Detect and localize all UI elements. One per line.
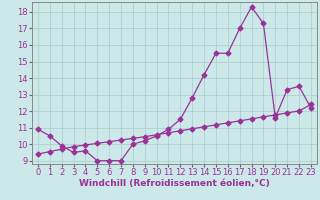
X-axis label: Windchill (Refroidissement éolien,°C): Windchill (Refroidissement éolien,°C) — [79, 179, 270, 188]
